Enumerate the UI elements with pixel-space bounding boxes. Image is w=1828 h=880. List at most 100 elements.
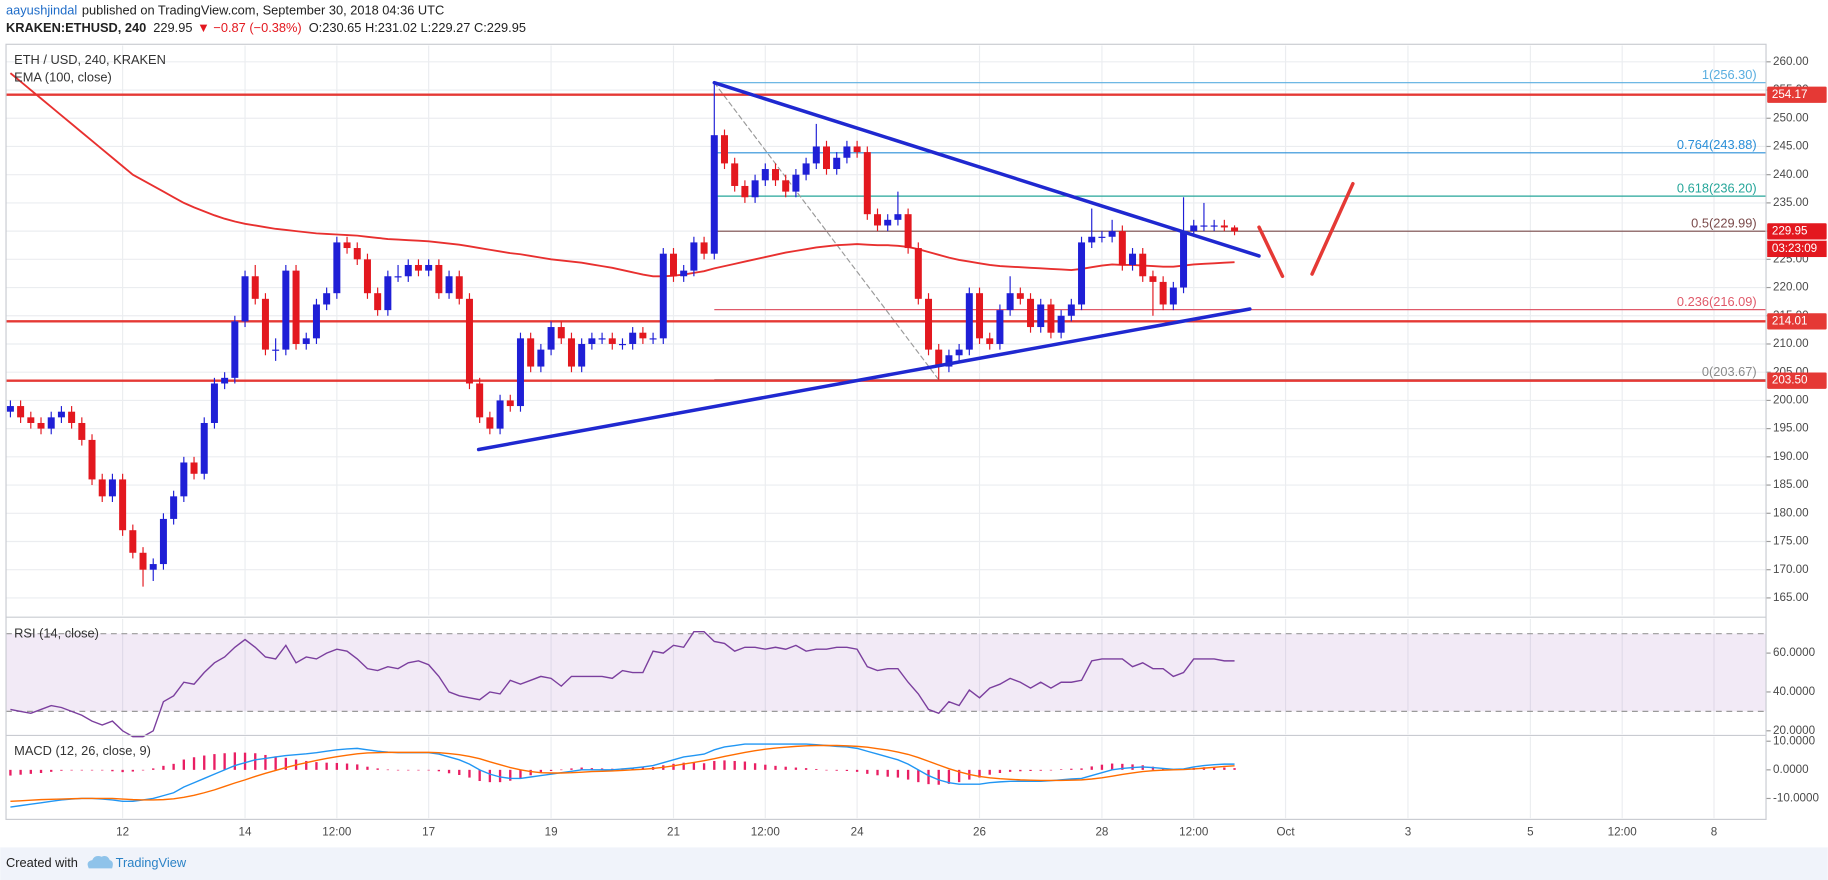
histogram-bar bbox=[345, 763, 349, 770]
chart-frame bbox=[5, 43, 1767, 820]
histogram-bar bbox=[203, 755, 206, 770]
candle-body bbox=[476, 383, 484, 418]
histogram-bar bbox=[427, 769, 430, 771]
histogram-bar bbox=[131, 769, 134, 772]
histogram-bar bbox=[213, 754, 216, 770]
histogram-bar bbox=[917, 769, 920, 783]
change: ▼ −0.87 (−0.38%) bbox=[197, 21, 302, 36]
candle-body bbox=[384, 276, 392, 311]
candle-body bbox=[37, 422, 45, 429]
histogram-bar bbox=[1059, 769, 1063, 770]
histogram-bar bbox=[947, 769, 951, 784]
candle-body bbox=[17, 406, 25, 418]
histogram-bar bbox=[407, 769, 410, 771]
histogram-bar bbox=[19, 769, 22, 775]
brand-logo[interactable] bbox=[87, 856, 113, 869]
candle-body bbox=[312, 304, 320, 339]
histogram-bar bbox=[70, 769, 73, 771]
x-tick-label: 17 bbox=[422, 825, 435, 838]
candle-body bbox=[159, 518, 167, 565]
histogram-bar bbox=[274, 756, 277, 770]
histogram-bar bbox=[192, 757, 196, 770]
histogram-bar bbox=[111, 769, 114, 772]
candle-body bbox=[241, 276, 249, 322]
candle-body bbox=[1210, 225, 1218, 227]
histogram-bar bbox=[1080, 768, 1083, 770]
histogram-bar bbox=[713, 760, 716, 770]
candle-body bbox=[333, 242, 341, 294]
histogram-bar bbox=[335, 762, 339, 770]
countdown: 03:23:09 bbox=[1772, 242, 1817, 255]
candle-body bbox=[1006, 293, 1014, 311]
level-tag: 254.17 bbox=[1772, 88, 1808, 101]
candle-body bbox=[874, 214, 882, 226]
candle-body bbox=[649, 338, 657, 340]
candle-body bbox=[996, 310, 1004, 344]
candle-body bbox=[1159, 281, 1167, 305]
histogram-bar bbox=[1100, 764, 1104, 770]
y-tick-label: 60.0000 bbox=[1773, 646, 1816, 659]
histogram-bar bbox=[284, 757, 288, 770]
histogram-bar bbox=[1019, 769, 1022, 772]
candle-body bbox=[1129, 253, 1137, 265]
histogram-bar bbox=[264, 754, 267, 770]
histogram-bar bbox=[498, 769, 502, 783]
candle-body bbox=[506, 400, 514, 407]
histogram-bar bbox=[447, 769, 451, 774]
y-tick-label: 200.00 bbox=[1773, 393, 1809, 406]
candle-body bbox=[1190, 225, 1198, 232]
level-tag-box bbox=[1767, 313, 1827, 330]
brand[interactable]: TradingView bbox=[116, 855, 187, 870]
candle-body bbox=[1016, 293, 1024, 299]
candle-body bbox=[200, 422, 208, 474]
candle-body bbox=[925, 298, 933, 350]
candle-body bbox=[1078, 242, 1086, 305]
candle-body bbox=[557, 327, 565, 339]
candle-body bbox=[904, 214, 912, 249]
x-tick-label: 12 bbox=[116, 825, 129, 838]
histogram-bar bbox=[233, 752, 237, 770]
pane-title: ETH / USD, 240, KRAKEN bbox=[14, 52, 166, 67]
histogram-bar bbox=[702, 763, 706, 770]
candle-body bbox=[1037, 304, 1045, 328]
candle-body bbox=[914, 248, 922, 299]
histogram-bar bbox=[39, 769, 43, 773]
candle-body bbox=[945, 355, 953, 367]
candle-body bbox=[843, 146, 851, 158]
x-tick-label: 19 bbox=[545, 825, 558, 838]
fib-diagonal bbox=[713, 82, 940, 381]
candle-body bbox=[955, 349, 963, 356]
candle-body bbox=[282, 270, 290, 350]
candle-body bbox=[578, 343, 586, 367]
fib-label: 0(203.67) bbox=[1702, 364, 1757, 379]
fib-label: 0.764(243.88) bbox=[1677, 137, 1757, 152]
x-tick-label: 12:00 bbox=[322, 825, 352, 838]
y-tick-label: 175.00 bbox=[1773, 535, 1809, 548]
projection-arrow bbox=[1310, 181, 1355, 276]
candle-body bbox=[792, 174, 800, 192]
histogram-bar bbox=[600, 768, 604, 770]
candle-body bbox=[537, 349, 545, 367]
footer-bar bbox=[0, 847, 1828, 880]
candle-body bbox=[343, 242, 351, 249]
candle-body bbox=[894, 214, 902, 220]
candle-body bbox=[935, 349, 943, 367]
legend-entry: EMA (100, close) bbox=[14, 69, 112, 84]
candle-body bbox=[598, 338, 606, 340]
histogram-bar bbox=[672, 763, 675, 770]
indicator-line bbox=[10, 743, 1235, 808]
candle-body bbox=[129, 530, 137, 553]
candle-body bbox=[1088, 236, 1096, 243]
candle-body bbox=[751, 180, 759, 198]
author[interactable]: aayushjindal bbox=[6, 3, 77, 18]
rsi-band bbox=[6, 633, 1767, 712]
histogram-bar bbox=[876, 769, 879, 776]
y-tick-label: 165.00 bbox=[1773, 591, 1809, 604]
candle-body bbox=[853, 146, 861, 153]
y-tick-label: 170.00 bbox=[1773, 563, 1809, 576]
histogram-bar bbox=[764, 764, 767, 770]
candle-body bbox=[251, 276, 259, 299]
candle-body bbox=[88, 439, 96, 480]
